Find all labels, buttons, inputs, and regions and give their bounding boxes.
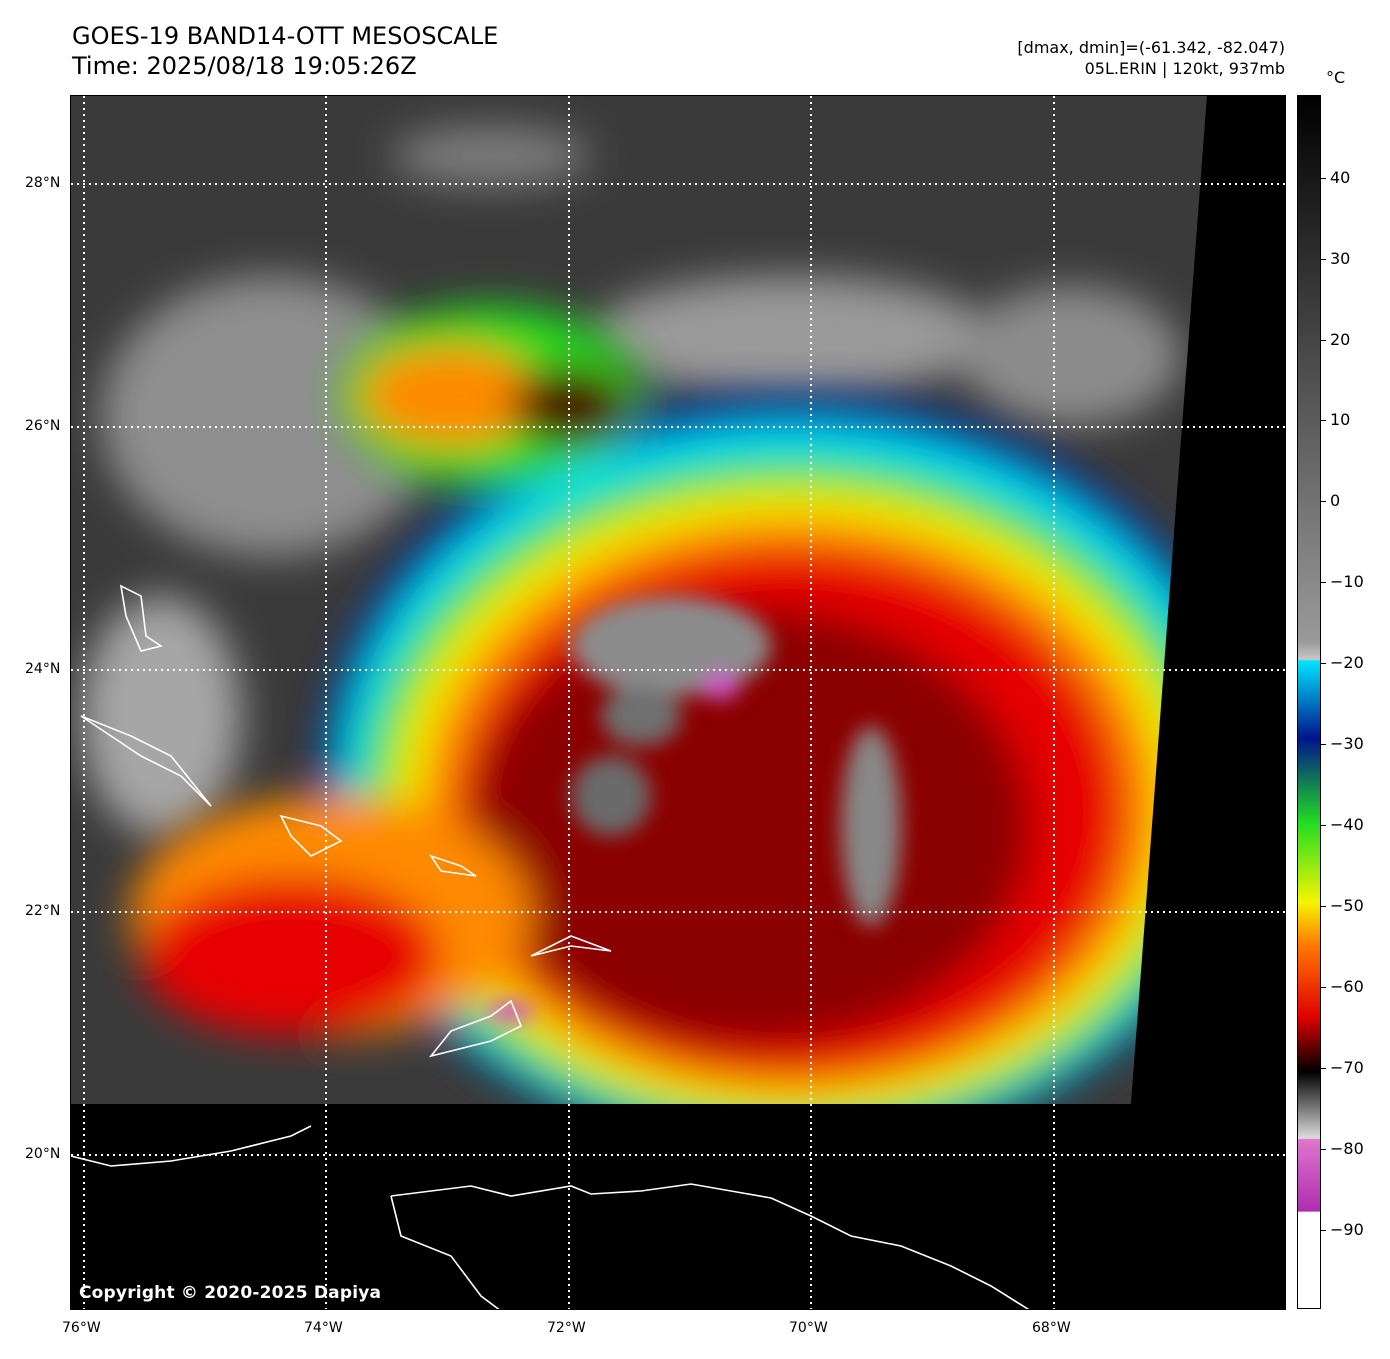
colorbar-tick bbox=[1321, 1230, 1326, 1231]
colorbar-tick bbox=[1321, 501, 1326, 502]
colorbar-label-20: 20 bbox=[1330, 330, 1351, 349]
bahamas-2 bbox=[429, 854, 477, 877]
colorbar-label-minus-10: −10 bbox=[1330, 572, 1364, 591]
storm-info-label: 05L.ERIN | 120kt, 937mb bbox=[1084, 59, 1285, 78]
bahamas-1 bbox=[279, 814, 343, 857]
coastlines bbox=[71, 584, 1030, 1309]
colorbar-tick bbox=[1321, 178, 1326, 179]
turks-caicos-2 bbox=[530, 935, 612, 957]
colorbar-label-minus-70: −70 bbox=[1330, 1058, 1364, 1077]
colorbar-label-minus-20: −20 bbox=[1330, 653, 1364, 672]
title-line-1: GOES-19 BAND14-OTT MESOSCALE bbox=[72, 22, 499, 50]
temperature-colorbar bbox=[1297, 95, 1321, 1309]
colorbar-label-minus-90: −90 bbox=[1330, 1220, 1364, 1239]
lon-label-70: 70°W bbox=[789, 1320, 828, 1336]
colorbar-tick bbox=[1321, 906, 1326, 907]
colorbar-tick bbox=[1321, 259, 1326, 260]
turks-caicos-1 bbox=[428, 999, 523, 1058]
data-range-label: [dmax, dmin]=(-61.342, -82.047) bbox=[1017, 38, 1285, 57]
colorbar-label-10: 10 bbox=[1330, 410, 1351, 429]
lat-label-22: 22°N bbox=[25, 903, 61, 919]
lon-label-74: 74°W bbox=[304, 1320, 343, 1336]
title-line-2: Time: 2025/08/18 19:05:26Z bbox=[72, 52, 417, 80]
lon-label-72: 72°W bbox=[547, 1320, 586, 1336]
cuba-coast bbox=[71, 1125, 312, 1167]
colorbar-tick bbox=[1321, 1068, 1326, 1069]
colorbar-label-0: 0 bbox=[1330, 491, 1341, 510]
colorbar-tick bbox=[1321, 744, 1326, 745]
colorbar-label-30: 30 bbox=[1330, 249, 1351, 268]
bahamas-3 bbox=[119, 584, 163, 652]
hispaniola-inner bbox=[390, 1195, 500, 1309]
lat-label-20: 20°N bbox=[25, 1146, 61, 1162]
colorbar-tick bbox=[1321, 825, 1326, 826]
colorbar-tick bbox=[1321, 340, 1326, 341]
colorbar-tick bbox=[1321, 420, 1326, 421]
colorbar-tick bbox=[1321, 582, 1326, 583]
hurricane-cloud-shield bbox=[131, 306, 1261, 1156]
lon-label-76: 76°W bbox=[62, 1320, 101, 1336]
copyright-notice: Copyright © 2020-2025 Dapiya bbox=[79, 1283, 382, 1303]
lat-label-28: 28°N bbox=[25, 175, 61, 191]
lon-label-68: 68°W bbox=[1032, 1320, 1071, 1336]
colorbar-tick bbox=[1321, 1149, 1326, 1150]
colorbar-label-minus-30: −30 bbox=[1330, 734, 1364, 753]
colorbar-tick bbox=[1321, 987, 1326, 988]
lat-label-24: 24°N bbox=[25, 661, 61, 677]
clear-sky-clouds bbox=[81, 126, 1181, 836]
colorbar-label-minus-50: −50 bbox=[1330, 896, 1364, 915]
infrared-imagery bbox=[71, 96, 1285, 1309]
graticule bbox=[71, 96, 1285, 1309]
bahamas-4 bbox=[80, 715, 212, 807]
satellite-image: Copyright © 2020-2025 Dapiya bbox=[70, 95, 1286, 1310]
colorbar-label-minus-60: −60 bbox=[1330, 977, 1364, 996]
lat-label-26: 26°N bbox=[25, 418, 61, 434]
colorbar-unit: °C bbox=[1326, 68, 1346, 87]
colorbar-label-minus-40: −40 bbox=[1330, 815, 1364, 834]
colorbar-label-minus-80: −80 bbox=[1330, 1139, 1364, 1158]
no-data-south bbox=[71, 1104, 1285, 1309]
hispaniola-coast bbox=[390, 1183, 1030, 1309]
colorbar-tick bbox=[1321, 663, 1326, 664]
eye-region bbox=[487, 596, 901, 1021]
no-data-east bbox=[1131, 96, 1285, 1104]
colorbar-label-40: 40 bbox=[1330, 168, 1351, 187]
